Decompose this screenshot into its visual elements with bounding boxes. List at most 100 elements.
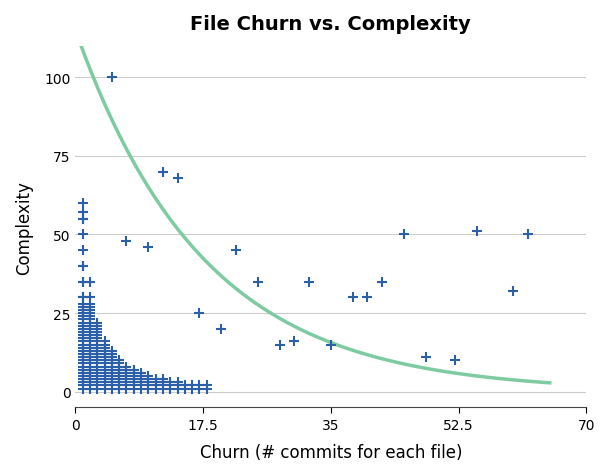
Point xyxy=(77,354,87,361)
Point xyxy=(158,379,168,387)
Point xyxy=(77,335,87,342)
Point xyxy=(92,335,102,342)
Point xyxy=(92,357,102,364)
Point xyxy=(77,303,87,311)
Point xyxy=(77,322,87,330)
Point xyxy=(85,360,95,367)
Point xyxy=(508,288,518,295)
Point xyxy=(99,366,109,374)
Point xyxy=(187,385,197,393)
Point xyxy=(180,382,190,389)
Point xyxy=(77,328,87,336)
Point xyxy=(85,344,95,352)
Point xyxy=(187,382,197,389)
Point xyxy=(85,369,95,377)
Point xyxy=(195,382,204,389)
Point xyxy=(92,325,102,333)
Point xyxy=(92,344,102,352)
Point xyxy=(85,338,95,346)
Point xyxy=(92,366,102,374)
Point xyxy=(151,382,160,389)
Point xyxy=(472,228,482,236)
Point xyxy=(377,278,387,286)
Point xyxy=(217,325,226,333)
Point xyxy=(92,363,102,371)
X-axis label: Churn (# commits for each file): Churn (# commits for each file) xyxy=(199,443,462,461)
Point xyxy=(114,385,124,393)
Point xyxy=(99,338,109,346)
Point xyxy=(92,338,102,346)
Point xyxy=(107,376,117,383)
Point xyxy=(77,341,87,348)
Point xyxy=(77,347,87,355)
Point xyxy=(362,294,372,301)
Point xyxy=(77,231,87,239)
Point xyxy=(121,376,131,383)
Point xyxy=(173,382,182,389)
Point xyxy=(92,350,102,358)
Point xyxy=(99,376,109,383)
Point xyxy=(77,263,87,270)
Point xyxy=(202,382,212,389)
Point xyxy=(143,379,153,387)
Point xyxy=(77,200,87,208)
Point xyxy=(77,247,87,255)
Point xyxy=(85,354,95,361)
Point xyxy=(85,307,95,314)
Point xyxy=(129,385,138,393)
Point xyxy=(77,309,87,317)
Point xyxy=(129,366,138,374)
Point xyxy=(85,341,95,348)
Point xyxy=(151,379,160,387)
Point xyxy=(114,379,124,387)
Point xyxy=(85,313,95,320)
Point xyxy=(121,385,131,393)
Point xyxy=(129,376,138,383)
Point xyxy=(136,385,146,393)
Point xyxy=(85,294,95,301)
Point xyxy=(77,372,87,380)
Point xyxy=(136,382,146,389)
Point xyxy=(107,369,117,377)
Point xyxy=(77,316,87,324)
Point xyxy=(136,372,146,380)
Point xyxy=(99,357,109,364)
Point xyxy=(114,360,124,367)
Point xyxy=(99,347,109,355)
Point xyxy=(399,231,409,239)
Point xyxy=(92,319,102,327)
Point xyxy=(114,372,124,380)
Point xyxy=(173,385,182,393)
Point xyxy=(85,379,95,387)
Point xyxy=(165,385,175,393)
Point xyxy=(99,382,109,389)
Point xyxy=(173,175,182,182)
Point xyxy=(523,231,533,239)
Point xyxy=(107,372,117,380)
Point xyxy=(92,347,102,355)
Point xyxy=(151,376,160,383)
Point xyxy=(92,379,102,387)
Point xyxy=(121,238,131,245)
Point xyxy=(114,357,124,364)
Point xyxy=(85,350,95,358)
Point xyxy=(114,366,124,374)
Point xyxy=(114,363,124,371)
Point xyxy=(136,379,146,387)
Point xyxy=(77,300,87,308)
Point xyxy=(85,325,95,333)
Point xyxy=(326,341,336,348)
Point xyxy=(107,363,117,371)
Point xyxy=(99,344,109,352)
Point xyxy=(92,328,102,336)
Point xyxy=(77,360,87,367)
Point xyxy=(129,369,138,377)
Point xyxy=(85,332,95,339)
Point xyxy=(77,307,87,314)
Point xyxy=(77,278,87,286)
Point xyxy=(99,372,109,380)
Point xyxy=(107,350,117,358)
Point xyxy=(158,376,168,383)
Point xyxy=(158,382,168,389)
Point xyxy=(85,316,95,324)
